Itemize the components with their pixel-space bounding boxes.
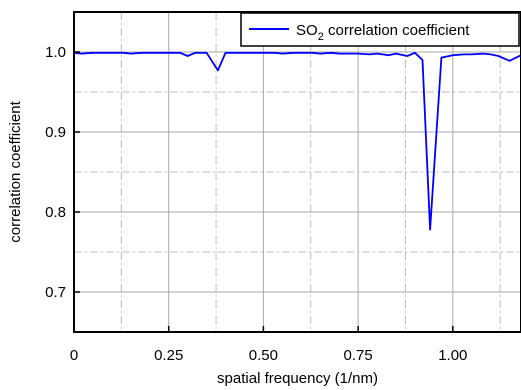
grid [73, 12, 521, 332]
plot-frame [73, 11, 521, 333]
legend: SO2 correlation coefficient [240, 12, 520, 47]
y-tick-label: 0.7 [45, 284, 66, 301]
y-axis-title: correlation coefficient [7, 100, 24, 242]
legend-label: SO2 correlation coefficient [296, 22, 470, 43]
x-axis-ticks: 0 0.25 0.50 0.75 1.00 [70, 326, 467, 364]
x-axis-title: spatial frequency (1/nm) [217, 370, 378, 387]
y-tick-label: 0.9 [45, 124, 66, 141]
x-tick-label: 0.75 [344, 347, 373, 364]
series-line [73, 51, 521, 231]
series-layer [73, 51, 521, 231]
x-tick-label: 1.00 [438, 347, 467, 364]
x-tick-label: 0.50 [249, 347, 278, 364]
x-tick-label: 0.25 [154, 347, 183, 364]
x-tick-label: 0 [70, 347, 78, 364]
y-axis-ticks: 0.7 0.8 0.9 1.0 [45, 44, 80, 301]
y-tick-label: 1.0 [45, 44, 66, 61]
y-tick-label: 0.8 [45, 204, 66, 221]
